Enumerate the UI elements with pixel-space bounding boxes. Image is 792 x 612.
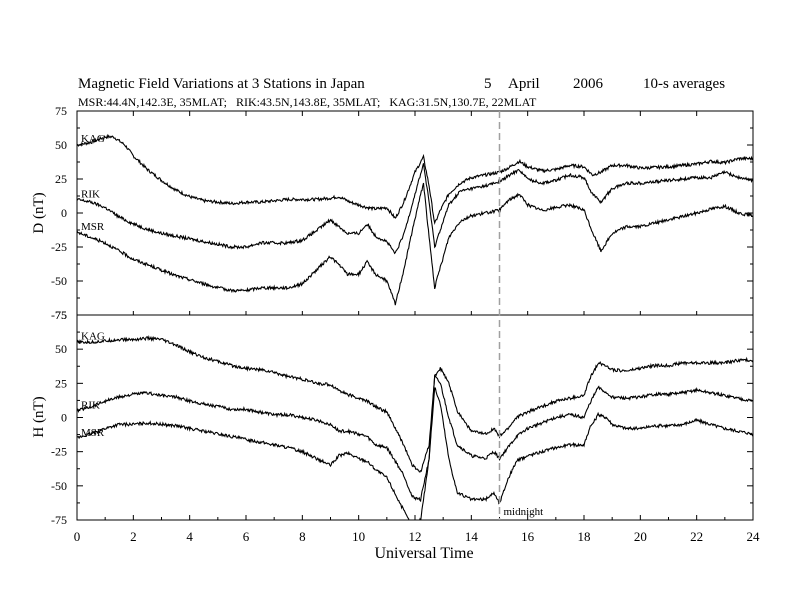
x-axis-label: Universal Time	[374, 545, 473, 562]
chart-dynamic-layer: 0 2 4 6 8 10 12 14 16 18 20 22 247550250-25-50-75KAG…	[51, 104, 760, 544]
x-tick-label: 16	[521, 529, 535, 544]
x-tick-label: 12	[409, 529, 422, 544]
panel-h-series-kag	[77, 334, 753, 473]
title-month: April	[508, 76, 540, 92]
x-tick-label: 14	[465, 529, 479, 544]
x-tick-label: 22	[690, 529, 703, 544]
midnight-marker-label: midnight	[504, 506, 544, 518]
panel-h-ylabel: H (nT)	[31, 396, 47, 437]
panel-d-label-kag: KAG	[81, 133, 105, 145]
panel-d-series-rik	[77, 163, 753, 255]
panel-h-series-rik	[77, 375, 753, 503]
x-tick-label: 10	[352, 529, 365, 544]
x-tick-label: 6	[243, 529, 250, 544]
panel-d-label-msr: MSR	[81, 221, 105, 233]
panel-d-label-rik: RIK	[81, 188, 100, 200]
panel-h-y-tick-label: -50	[51, 479, 67, 493]
x-tick-label: 2	[130, 529, 137, 544]
panel-d-ylabel: D (nT)	[31, 192, 47, 233]
title-averages: 10-s averages	[643, 76, 725, 92]
x-tick-label: 8	[299, 529, 306, 544]
panel-d-series-msr	[77, 182, 753, 306]
panel-d-frame	[76, 110, 754, 316]
x-tick-label: 0	[74, 529, 81, 544]
panel-h-y-tick-label: 0	[61, 411, 67, 425]
panel-h-label-msr: MSR	[81, 427, 105, 439]
panel-h-label-rik: RIK	[81, 400, 100, 412]
panel-d-y-tick-label: -75	[51, 308, 67, 322]
panel-d-y-tick-label: -50	[51, 274, 67, 288]
x-tick-label: 20	[634, 529, 647, 544]
panel-h-series-msr	[77, 387, 753, 520]
panel-h-y-tick-label: -25	[51, 445, 67, 459]
panel-d-y-tick-label: 50	[55, 138, 67, 152]
panel-d-y-tick-label: 0	[61, 206, 67, 220]
panel-d-series-kag	[77, 133, 753, 226]
panel-h-y-tick-label: 50	[55, 342, 67, 356]
x-tick-label: 24	[747, 529, 761, 544]
x-tick-label: 18	[578, 529, 591, 544]
x-tick-label: 4	[186, 529, 193, 544]
chart-subtitle: MSR:44.4N,142.3E, 35MLAT; RIK:43.5N,143.…	[78, 95, 537, 109]
panel-h-y-tick-label: 25	[55, 376, 67, 390]
panel-h-y-tick-label: -75	[51, 513, 67, 527]
title-year: 2006	[573, 76, 604, 92]
chart-title: Magnetic Field Variations at 3 Stations …	[78, 76, 365, 92]
title-day: 5	[484, 76, 492, 92]
panel-d-y-tick-label: -25	[51, 240, 67, 254]
panel-d-y-tick-label: 75	[55, 104, 67, 118]
panel-h-label-kag: KAG	[81, 330, 105, 342]
panel-d-y-tick-label: 25	[55, 172, 67, 186]
panel-h-y-tick-label: 75	[55, 308, 67, 322]
